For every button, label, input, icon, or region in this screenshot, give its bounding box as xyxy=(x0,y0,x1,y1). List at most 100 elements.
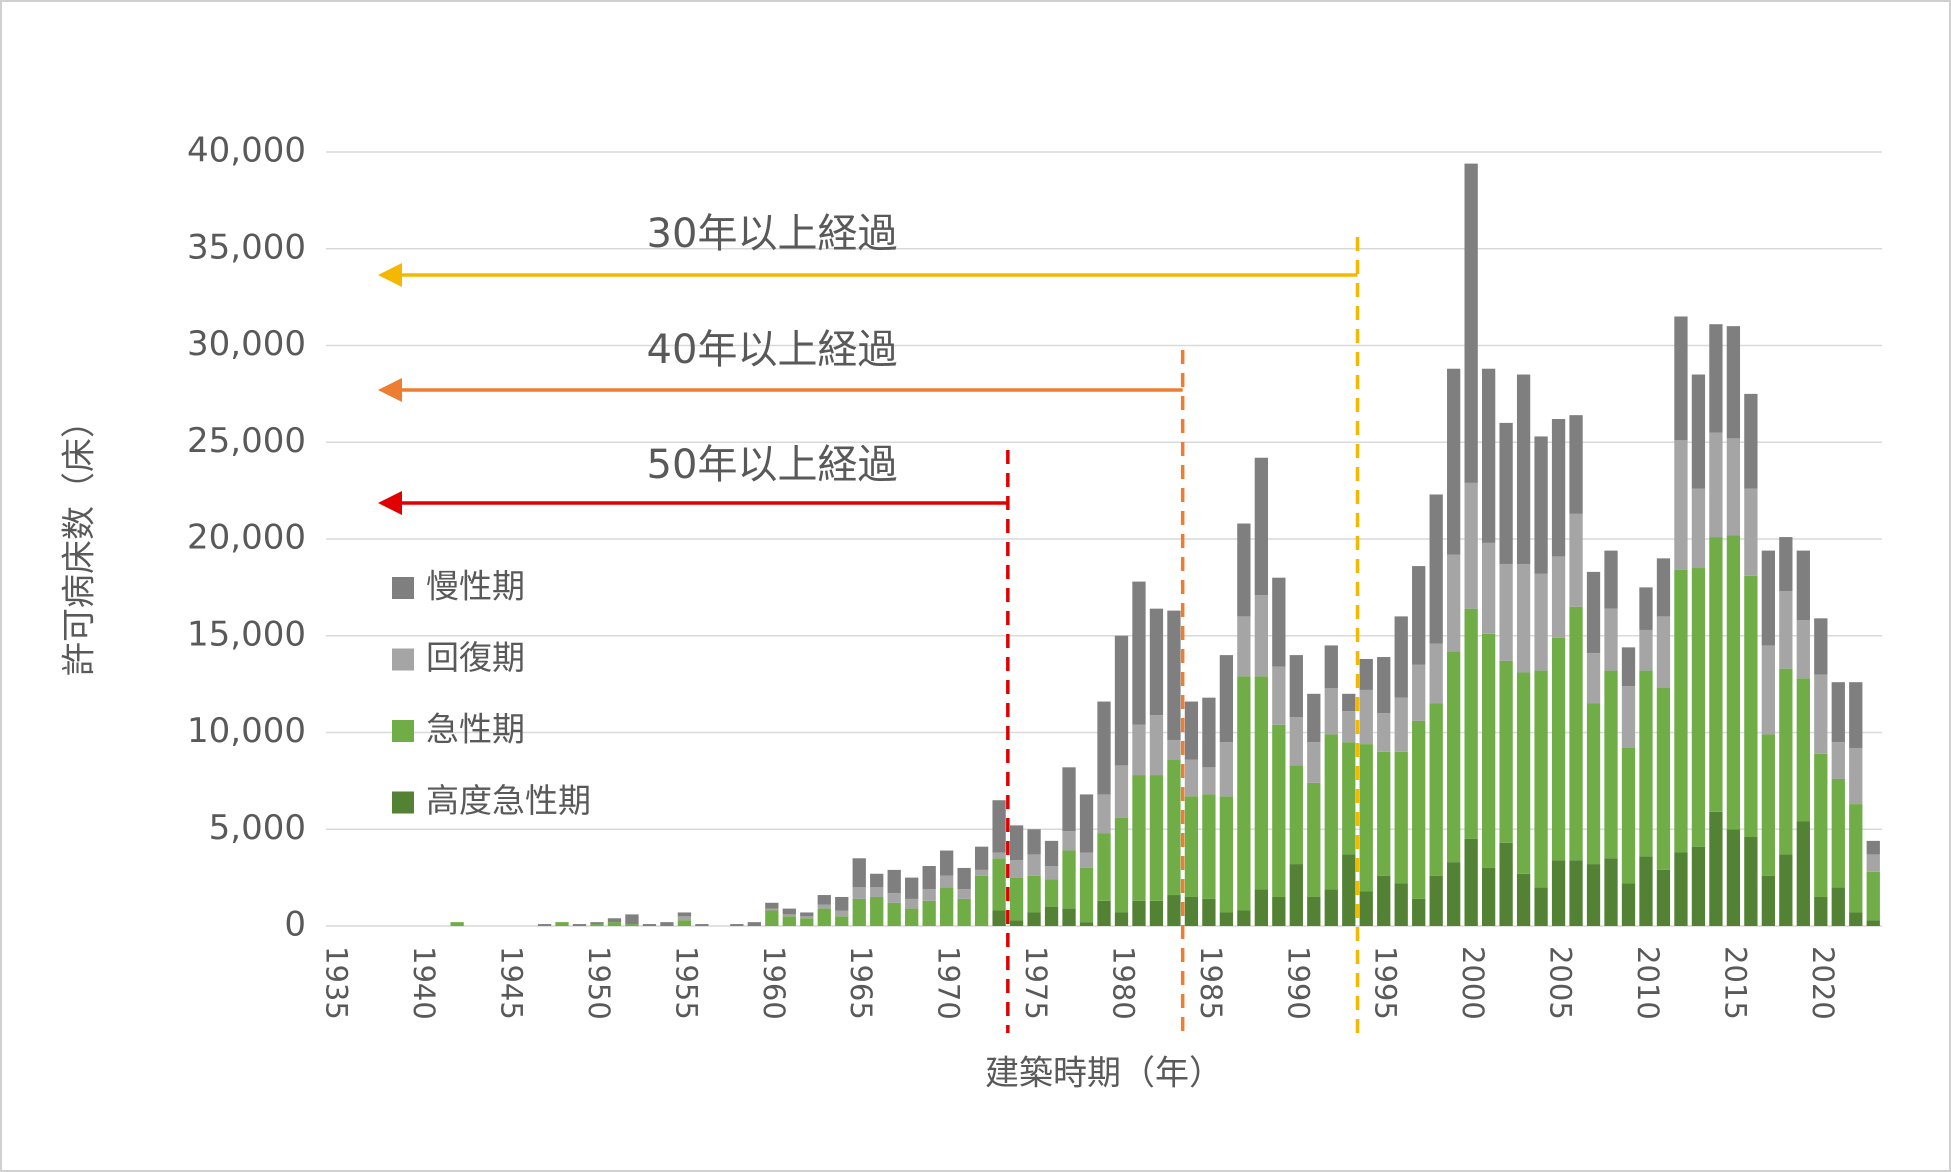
bar-segment xyxy=(677,916,692,921)
bar-segment xyxy=(1586,653,1601,704)
bar-segment xyxy=(1062,831,1076,851)
bar-segment xyxy=(1744,836,1758,926)
bar-segment xyxy=(1009,920,1024,926)
bar-segment xyxy=(1604,670,1618,859)
bar-segment xyxy=(1586,571,1601,654)
bar-segment xyxy=(1289,765,1303,865)
x-tick-label: 1940 xyxy=(407,946,441,1020)
bar-segment xyxy=(1377,751,1391,876)
bar-segment xyxy=(1709,811,1723,926)
bar-segment xyxy=(537,924,552,926)
bar-segment xyxy=(922,866,936,890)
bar-segment xyxy=(905,898,919,909)
bar-segment xyxy=(1429,703,1443,876)
annotation-text: 50年以上経過 xyxy=(647,442,898,488)
x-tick-label: 2000 xyxy=(1456,946,1490,1020)
bar-segment xyxy=(1744,488,1758,576)
bar-segment xyxy=(992,852,1006,859)
bar-segment xyxy=(1814,674,1828,754)
bar-segment xyxy=(957,889,971,899)
legend-label: 回復期 xyxy=(426,638,525,677)
bar-segment xyxy=(887,902,901,926)
bar-segment xyxy=(1866,854,1880,872)
legend-swatch xyxy=(392,720,414,742)
bar-segment xyxy=(1132,900,1146,926)
bar-segment xyxy=(450,922,464,926)
bar-segment xyxy=(1726,829,1741,926)
bar-segment xyxy=(1551,860,1566,926)
bar-segment xyxy=(1761,645,1776,735)
x-tick-label: 1945 xyxy=(495,946,529,1020)
bar-segment xyxy=(1551,556,1566,638)
bar-segment xyxy=(1429,494,1443,644)
bar-segment xyxy=(1307,896,1321,926)
bar-segment xyxy=(1447,651,1461,863)
bar-segment xyxy=(1569,415,1583,514)
bar-segment xyxy=(1254,595,1268,677)
bar-segment xyxy=(1814,753,1828,897)
bar-segment xyxy=(1621,686,1636,748)
bar-segment xyxy=(1464,482,1478,609)
bar-segment xyxy=(1674,852,1688,926)
bar-segment xyxy=(1324,734,1338,890)
bar-segment xyxy=(992,858,1006,911)
bar-segment xyxy=(1237,910,1251,926)
bar-segment xyxy=(1621,883,1636,926)
bar-segment xyxy=(1009,860,1024,878)
bar-segment xyxy=(1097,900,1111,926)
bar-segment xyxy=(974,846,989,870)
bar-segment xyxy=(1359,891,1373,926)
bar-segment xyxy=(1132,724,1146,776)
bar-segment xyxy=(1097,794,1111,834)
bar-segment xyxy=(1551,419,1566,557)
bar-segment xyxy=(1062,908,1076,926)
bar-segment xyxy=(625,914,639,925)
bar-segment xyxy=(922,889,936,901)
bar-segment xyxy=(1324,889,1338,926)
bar-segment xyxy=(1429,875,1443,926)
bar-segment xyxy=(1464,163,1478,483)
bar-segment xyxy=(1044,840,1059,867)
bar-segment xyxy=(1359,689,1373,745)
bar-segment xyxy=(1219,912,1234,926)
bar-segment xyxy=(1621,647,1636,687)
bar-segment xyxy=(1744,393,1758,489)
bar-segment xyxy=(1726,326,1741,439)
bar-segment xyxy=(1849,804,1863,913)
bar-segment xyxy=(1569,606,1583,861)
bar-segment xyxy=(835,910,849,917)
bar-segment xyxy=(957,867,971,890)
bar-segment xyxy=(1097,701,1111,795)
bar-segment xyxy=(1761,550,1776,646)
bar-segment xyxy=(1272,724,1286,897)
bar-segment xyxy=(1691,568,1706,847)
bar-segment xyxy=(1307,782,1321,897)
bar-segment xyxy=(1499,660,1513,843)
bar-segment xyxy=(1569,860,1583,926)
bar-segment xyxy=(817,904,831,909)
x-tick-label: 2015 xyxy=(1718,946,1752,1020)
bar-segment xyxy=(1481,633,1496,868)
y-tick-label: 35,000 xyxy=(187,227,306,267)
bar-segment xyxy=(817,895,831,905)
bar-segment xyxy=(940,887,954,926)
bar-segment xyxy=(1481,867,1496,926)
bar-segment xyxy=(1097,833,1111,901)
bar-segment xyxy=(1044,879,1059,907)
bar-segment xyxy=(1499,422,1513,565)
bar-segment xyxy=(1324,687,1338,735)
bar-segment xyxy=(1656,869,1671,926)
bar-segment xyxy=(992,910,1006,926)
bar-segment xyxy=(1709,537,1723,812)
bar-segment xyxy=(1656,687,1671,870)
bar-segment xyxy=(1534,573,1548,671)
bar-segment xyxy=(782,914,796,917)
bar-segment xyxy=(905,908,919,926)
bar-segment xyxy=(1621,747,1636,884)
y-tick-label: 10,000 xyxy=(187,711,306,751)
bar-segment xyxy=(1289,864,1303,926)
bar-segment xyxy=(800,912,814,917)
bar-segment xyxy=(1412,720,1426,899)
x-tick-label: 1995 xyxy=(1369,946,1403,1020)
bar-segment xyxy=(800,916,814,919)
